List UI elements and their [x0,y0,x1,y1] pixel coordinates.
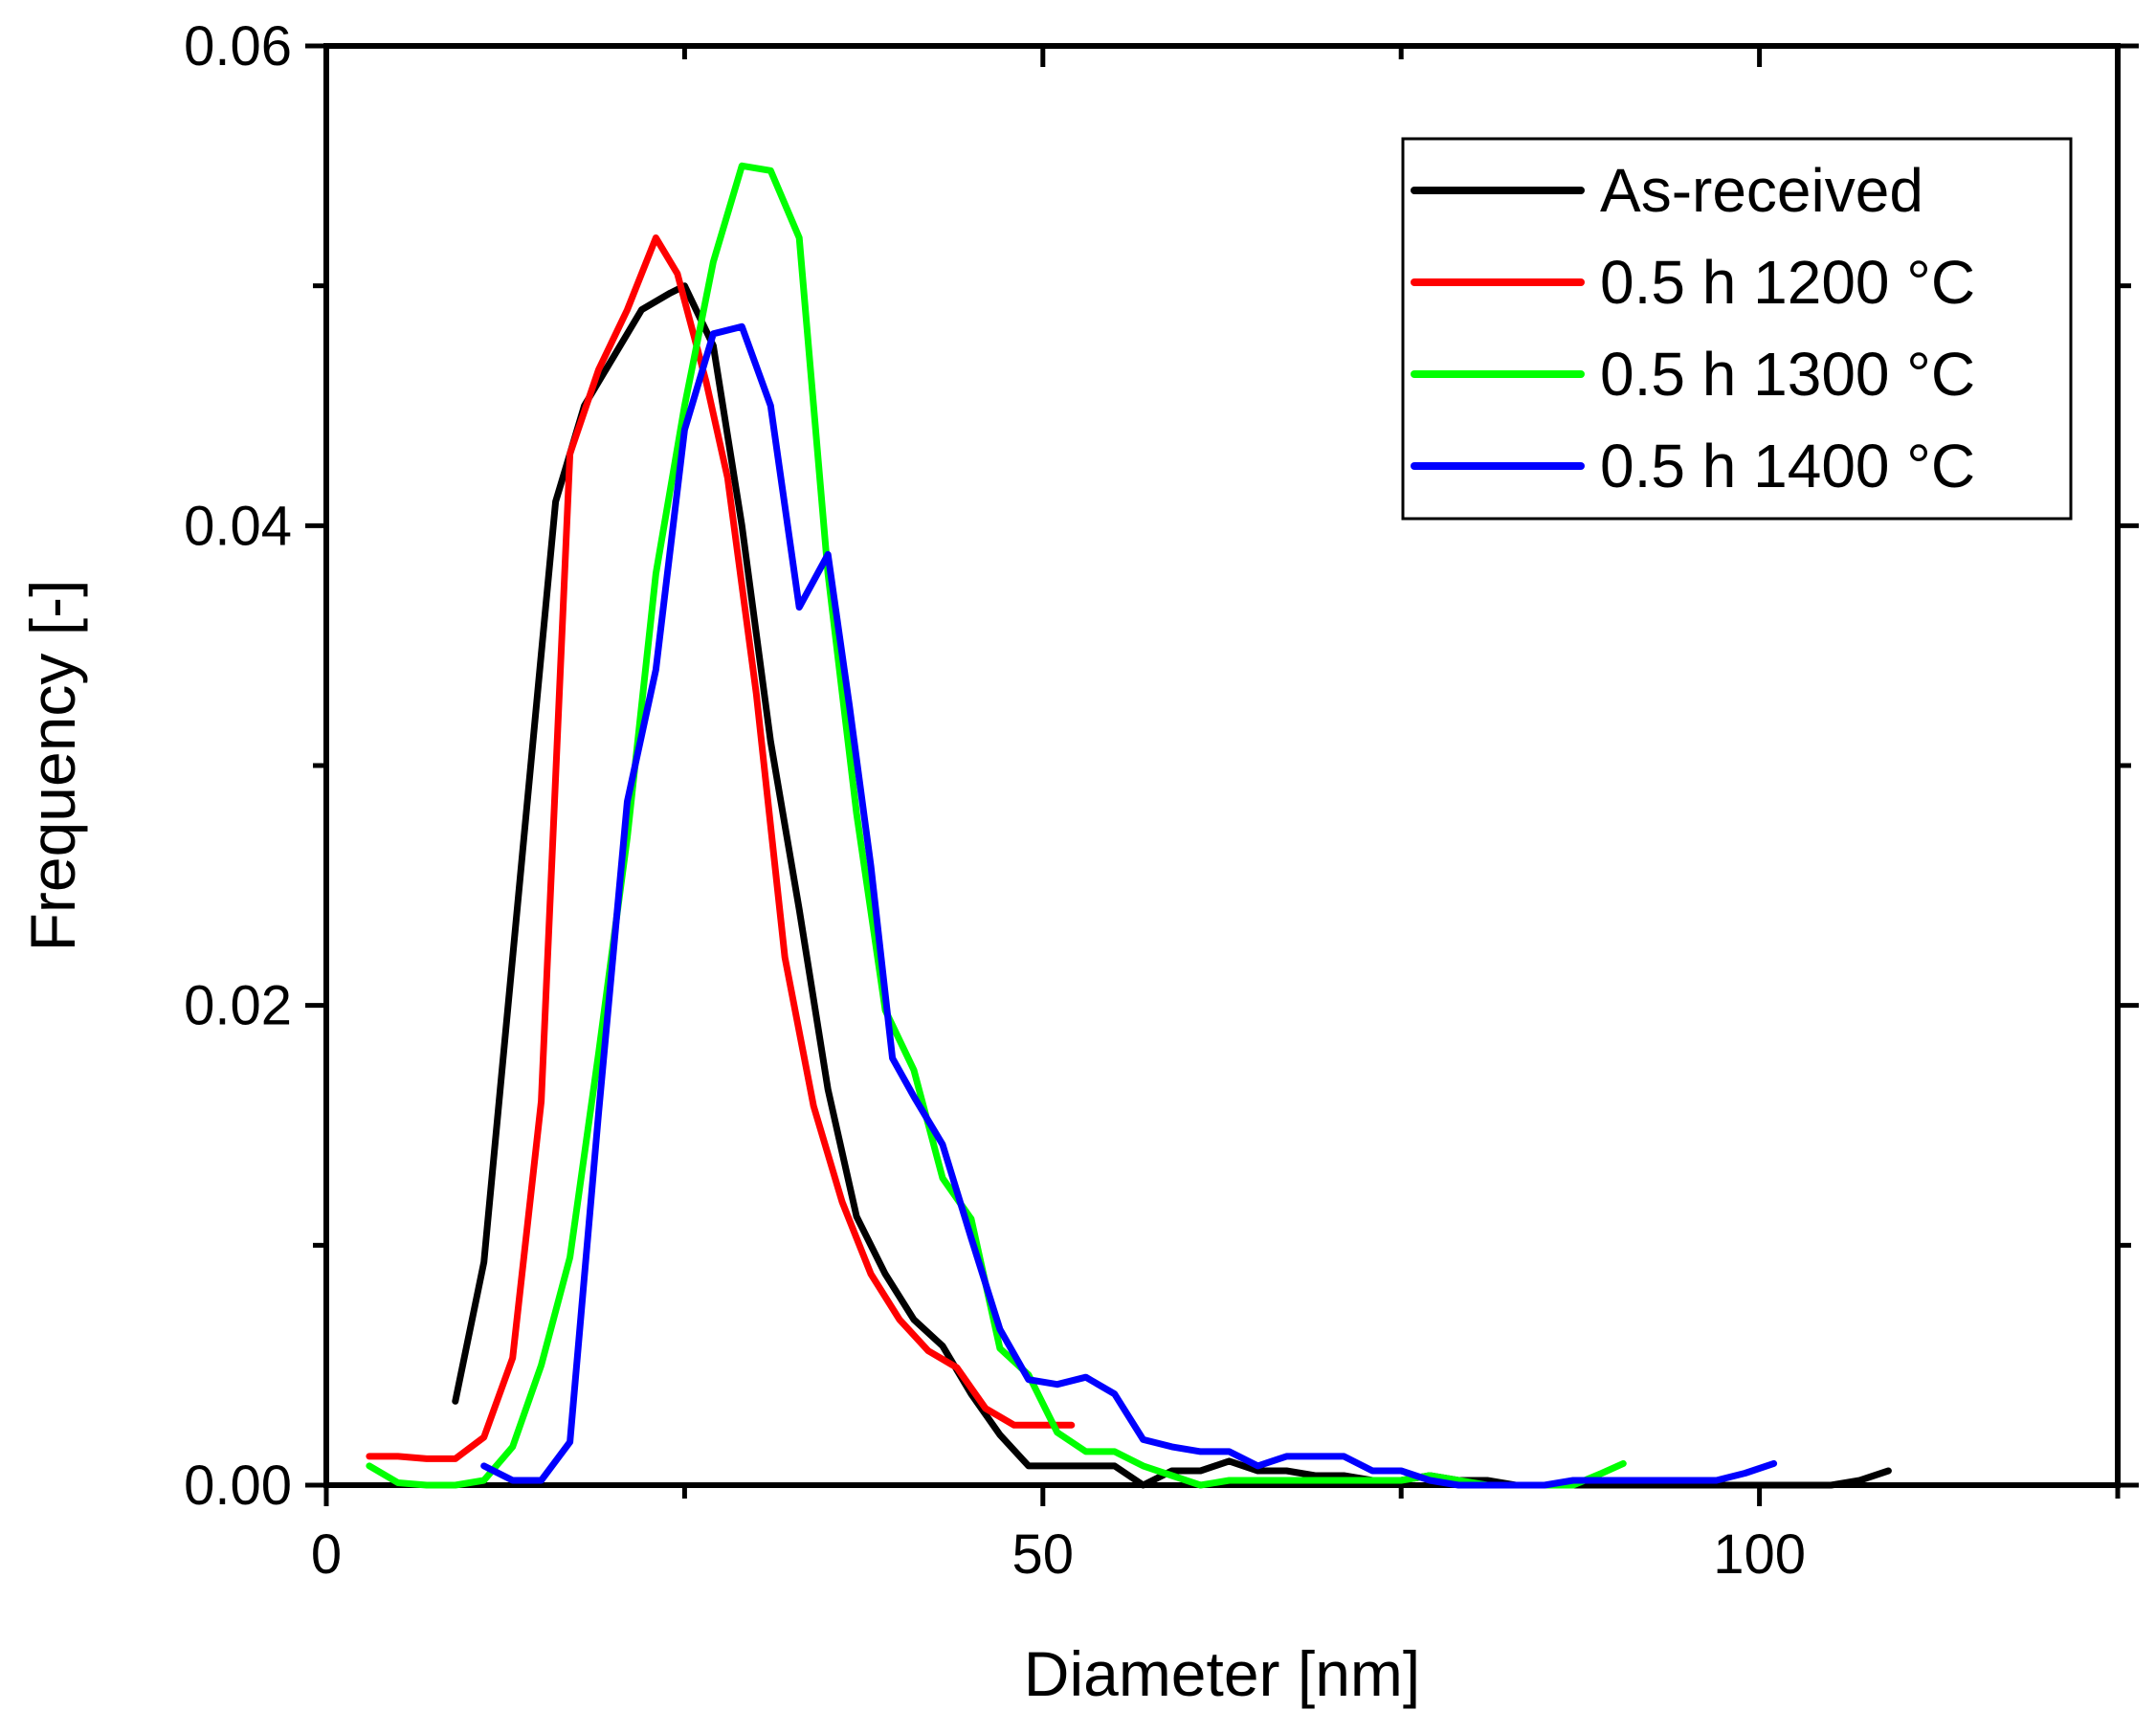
axis-tick-labels: 0 50 100 0.00 0.02 0.04 0.06 [184,15,1806,1586]
x-tick-label: 100 [1713,1523,1806,1586]
y-tick-label: 0.06 [184,15,292,78]
y-tick-label: 0.04 [184,495,292,557]
legend: As-received 0.5 h 1200 °C 0.5 h 1300 °C 0.5… [1401,137,2073,521]
axis-ticks [305,43,2139,1506]
x-axis-label: Diameter [nm] [1024,1638,1420,1709]
series-lines [366,162,1892,1489]
legend-label-2: 0.5 h 1300 °C [1600,340,1975,409]
x-tick-label: 0 [311,1523,342,1586]
legend-label-3: 0.5 h 1400 °C [1600,432,1975,500]
y-tick-label: 0.00 [184,1455,292,1517]
series-line-0 [452,282,1892,1489]
legend-box [1401,137,2073,521]
y-axis-label: Frequency [-] [17,580,88,952]
legend-label-0: As-received [1600,156,1923,225]
legend-label-1: 0.5 h 1200 °C [1600,248,1975,317]
series-line-1 [366,234,1076,1462]
x-tick-label: 50 [1012,1523,1075,1586]
legend-items: As-received 0.5 h 1200 °C 0.5 h 1300 °C 0.5… [1411,156,1975,500]
series-line-3 [480,322,1778,1489]
y-tick-label: 0.02 [184,975,292,1037]
